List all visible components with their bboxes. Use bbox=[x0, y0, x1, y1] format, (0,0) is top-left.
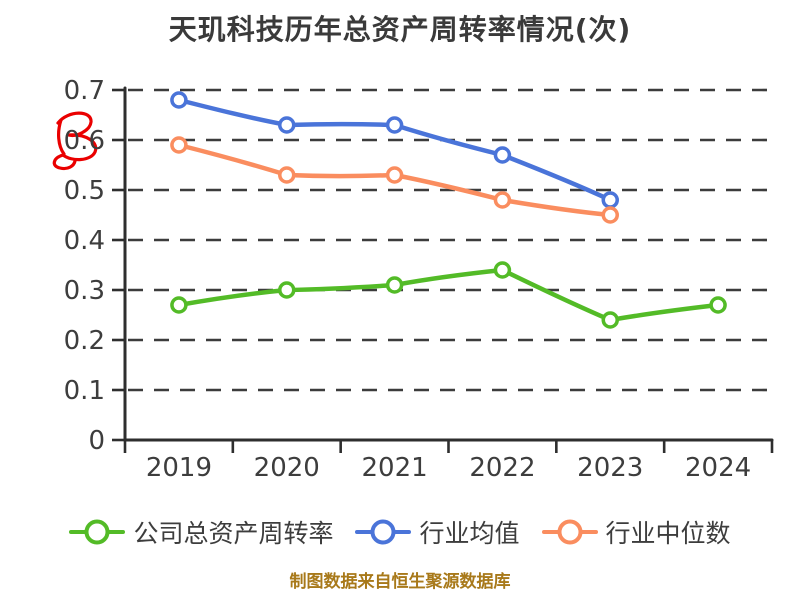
chart-title: 天玑科技历年总资产周转率情况(次) bbox=[168, 13, 632, 46]
x-tick-label: 2024 bbox=[685, 453, 751, 483]
legend-item-1: 行业均值 bbox=[355, 514, 520, 550]
legend-label: 行业中位数 bbox=[605, 519, 731, 548]
data-point bbox=[385, 276, 404, 294]
series-line-0 bbox=[176, 267, 721, 323]
y-tick-label: 0.5 bbox=[64, 176, 105, 206]
y-tick-label: 0.1 bbox=[64, 376, 105, 406]
legend-marker-icon bbox=[355, 519, 412, 545]
y-tick-label: 0.7 bbox=[64, 76, 105, 106]
legend-marker-icon bbox=[69, 519, 126, 545]
data-source-footer: 制图数据来自恒生聚源数据库 bbox=[289, 572, 511, 592]
data-point bbox=[170, 136, 188, 154]
data-point bbox=[601, 206, 619, 224]
data-point bbox=[601, 191, 619, 209]
data-point bbox=[278, 166, 296, 184]
legend-label: 公司总资产周转率 bbox=[133, 519, 334, 548]
series-line-1 bbox=[176, 97, 613, 203]
data-point bbox=[493, 146, 512, 164]
y-tick-label: 0.3 bbox=[64, 276, 105, 306]
x-tick-label: 2022 bbox=[469, 453, 535, 483]
data-point bbox=[385, 166, 404, 184]
data-point bbox=[601, 311, 619, 329]
legend-item-2: 行业中位数 bbox=[541, 514, 731, 550]
data-point bbox=[278, 281, 296, 299]
x-tick-label: 2023 bbox=[577, 453, 643, 483]
y-tick-label: 0.4 bbox=[64, 226, 105, 256]
chart-legend: 公司总资产周转率 行业均值 行业中位数 bbox=[0, 514, 800, 550]
legend-marker-icon bbox=[541, 519, 598, 545]
y-tick-label: 0 bbox=[88, 426, 105, 456]
legend-item-0: 公司总资产周转率 bbox=[69, 514, 333, 550]
axis-spine bbox=[123, 86, 774, 442]
data-point bbox=[170, 296, 188, 314]
data-point bbox=[170, 91, 188, 109]
x-tick-label: 2019 bbox=[146, 453, 212, 483]
red-scribble-watermark bbox=[52, 111, 98, 171]
data-point bbox=[493, 191, 512, 209]
x-tick-label: 2021 bbox=[361, 453, 427, 483]
legend-label: 行业均值 bbox=[419, 519, 520, 548]
data-point bbox=[385, 116, 404, 134]
y-tick-label: 0.6 bbox=[64, 126, 105, 156]
data-point bbox=[709, 296, 727, 314]
data-point bbox=[493, 261, 512, 279]
x-tick-label: 2020 bbox=[254, 453, 320, 483]
y-tick-label: 0.2 bbox=[64, 326, 105, 356]
data-point bbox=[278, 116, 296, 134]
